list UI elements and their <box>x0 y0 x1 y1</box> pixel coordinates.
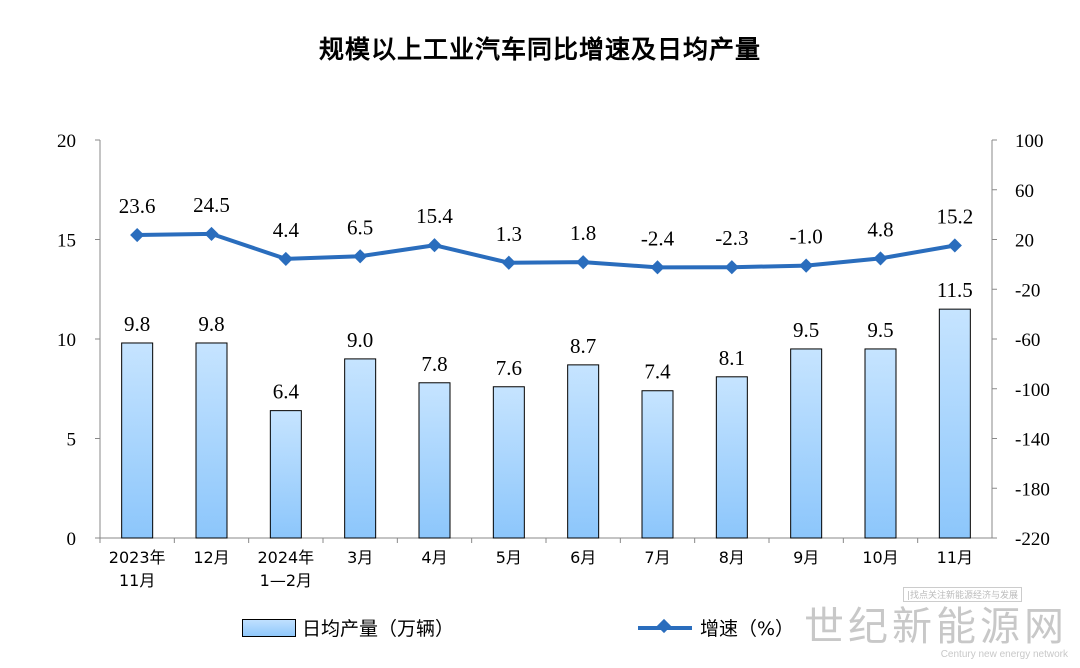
bar <box>567 364 600 539</box>
category-label: 11月 <box>937 548 973 567</box>
legend-line: 增速（%） <box>638 614 794 641</box>
bar-value-label: 11.5 <box>937 278 973 302</box>
watermark-box-text: |找点关注新能源经济与发展 <box>902 587 1022 602</box>
category-label: 10月 <box>862 548 898 567</box>
growth-value-label: -1.0 <box>790 225 823 249</box>
growth-value-label: 1.3 <box>496 222 522 246</box>
growth-value-label: 15.2 <box>936 204 973 228</box>
growth-point <box>576 255 591 270</box>
bar-value-label: 9.0 <box>347 328 373 352</box>
growth-point <box>501 255 516 270</box>
bar-value-label: 9.5 <box>793 318 819 342</box>
bar <box>121 342 154 539</box>
category-label: 7月 <box>644 548 670 567</box>
bar <box>790 348 823 539</box>
category-label: 8月 <box>719 548 745 567</box>
category-label: 5月 <box>496 548 522 567</box>
right-tick-label: -220 <box>1015 529 1050 550</box>
growth-point <box>204 226 219 241</box>
watermark-cn: 世纪新能源网 <box>804 604 1068 650</box>
growth-point <box>799 258 814 273</box>
category-label: 9月 <box>793 548 819 567</box>
watermark-en: Century new energy network <box>940 649 1068 660</box>
growth-value-label: -2.4 <box>641 226 675 250</box>
legend-line-swatch <box>638 618 692 633</box>
category-label: 12月 <box>193 548 229 567</box>
bar <box>938 308 971 539</box>
legend-bar-swatch <box>242 618 296 637</box>
growth-value-label: 6.5 <box>347 215 373 239</box>
left-tick-label: 20 <box>57 131 76 152</box>
bar-value-label: 6.4 <box>273 380 300 404</box>
right-tick-label: -60 <box>1015 330 1040 351</box>
growth-point <box>724 260 739 275</box>
growth-point <box>427 238 442 253</box>
right-tick-label: 60 <box>1015 181 1034 202</box>
watermark: |找点关注新能源经济与发展 世纪新能源网 Century new energy … <box>804 587 1068 660</box>
bar <box>418 382 451 539</box>
bar-value-label: 9.8 <box>124 312 150 336</box>
category-label: 6月 <box>570 548 596 567</box>
growth-point <box>650 260 665 275</box>
bar-value-label: 8.7 <box>570 334 596 358</box>
growth-line <box>137 231 956 270</box>
growth-point <box>130 227 145 243</box>
growth-value-label: 23.6 <box>119 194 156 218</box>
right-tick-label: -100 <box>1015 380 1050 401</box>
bar-value-label: 7.6 <box>496 356 522 380</box>
category-label: 1—2月 <box>260 571 312 590</box>
growth-value-label: 15.4 <box>416 204 453 228</box>
right-tick-label: 20 <box>1015 231 1034 252</box>
category-label: 2024年 <box>257 548 314 567</box>
legend-line-label: 增速（%） <box>700 618 795 640</box>
bar-value-label: 7.8 <box>421 352 447 376</box>
bar-value-label: 9.5 <box>867 318 893 342</box>
bar-value-label: 7.4 <box>644 360 671 384</box>
left-tick-label: 0 <box>67 529 77 550</box>
left-tick-label: 10 <box>57 330 76 351</box>
bar-value-label: 8.1 <box>719 346 745 370</box>
bar <box>641 390 674 539</box>
growth-point <box>353 249 368 264</box>
category-label: 4月 <box>421 548 447 567</box>
growth-value-label: 4.4 <box>273 218 300 242</box>
growth-point <box>873 251 888 266</box>
right-tick-label: -180 <box>1015 479 1050 500</box>
category-label: 2023年 <box>109 548 166 567</box>
growth-value-label: 24.5 <box>193 193 230 217</box>
category-label: 3月 <box>347 548 373 567</box>
right-tick-label: -20 <box>1015 280 1040 301</box>
bar <box>344 358 377 539</box>
legend-bar: 日均产量（万辆） <box>242 614 454 641</box>
bar-value-label: 9.8 <box>198 312 224 336</box>
left-tick-label: 5 <box>67 430 77 451</box>
chart-svg: 0 5 10 15 20 -220 -180 -140 -100 -60 -20 20 60 100 202… <box>57 131 1050 590</box>
bar <box>715 376 748 539</box>
legend-bar-label: 日均产量（万辆） <box>302 618 455 640</box>
right-tick-label: 100 <box>1015 131 1044 152</box>
growth-point <box>278 251 293 266</box>
growth-value-label: -2.3 <box>715 226 748 250</box>
category-label: 11月 <box>119 571 155 590</box>
left-tick-label: 15 <box>57 231 76 252</box>
bar <box>269 410 302 539</box>
right-tick-label: -140 <box>1015 430 1050 451</box>
growth-value-label: 4.8 <box>867 217 893 241</box>
bar <box>195 342 228 539</box>
chart-title: 规模以上工业汽车同比增速及日均产量 <box>318 35 761 64</box>
bar <box>492 386 525 539</box>
bar <box>864 348 897 539</box>
growth-value-label: 1.8 <box>570 221 596 245</box>
growth-point <box>947 238 962 253</box>
